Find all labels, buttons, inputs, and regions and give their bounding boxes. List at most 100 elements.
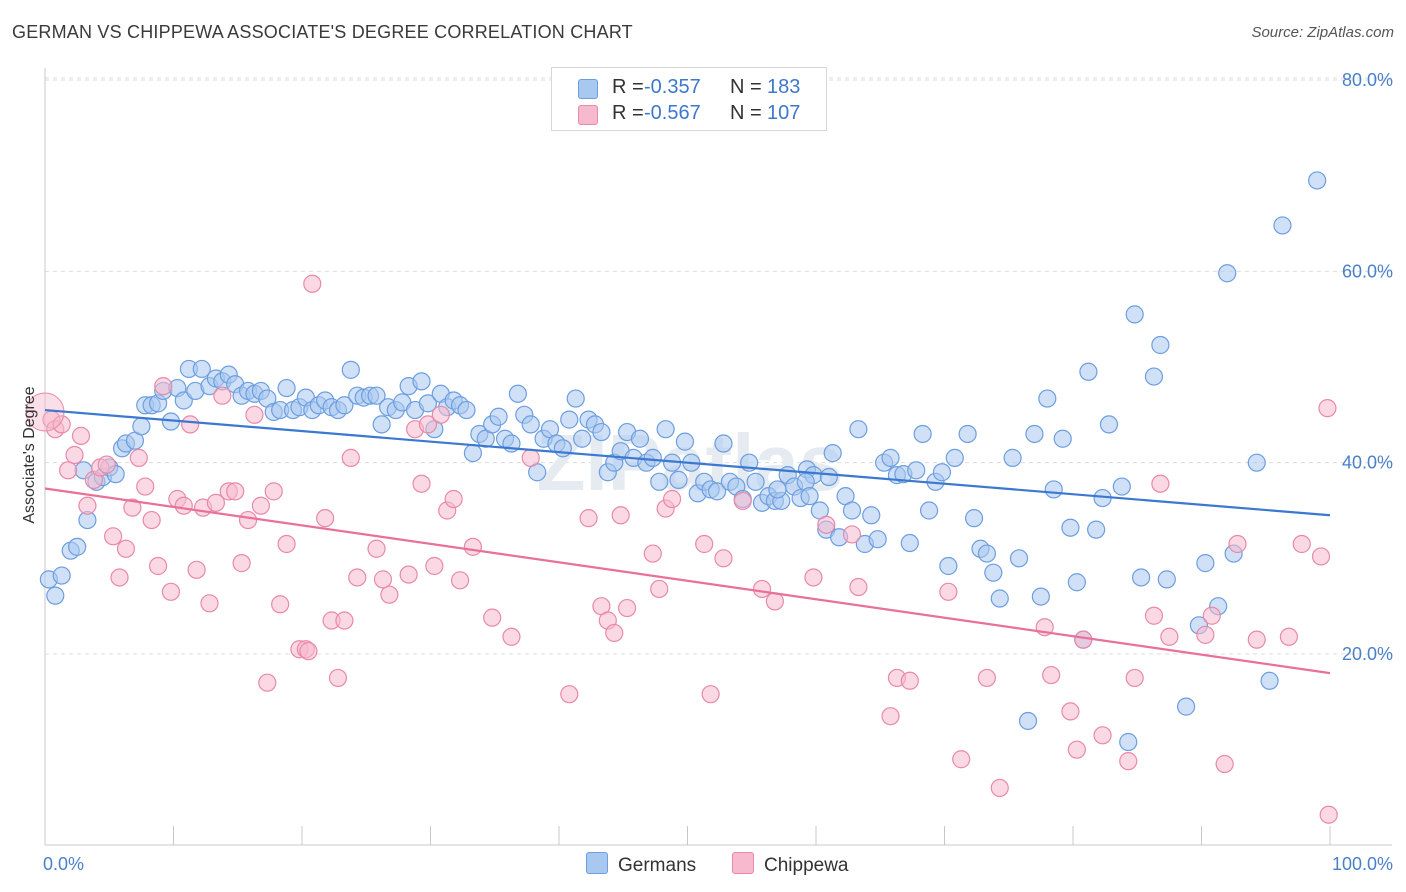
data-point — [881, 448, 900, 467]
data-point — [984, 563, 1003, 582]
data-point — [952, 750, 971, 769]
data-point — [521, 448, 540, 467]
legend-n-value: 107 — [767, 102, 801, 124]
data-point — [1319, 805, 1338, 824]
data-point — [1308, 171, 1327, 190]
data-point — [662, 489, 682, 509]
data-point — [1087, 520, 1106, 539]
data-point — [958, 424, 977, 444]
data-point — [1247, 453, 1266, 472]
data-point — [373, 570, 393, 589]
data-point — [123, 498, 142, 517]
data-point — [733, 491, 752, 511]
data-point — [104, 527, 123, 546]
data-point — [161, 582, 181, 601]
data-point — [71, 426, 91, 445]
data-point — [862, 506, 881, 525]
data-point — [187, 560, 206, 579]
data-point — [907, 461, 926, 480]
data-point — [328, 668, 348, 688]
data-point — [1125, 305, 1144, 324]
data-point — [611, 506, 630, 525]
legend-r-value: -0.567 — [644, 102, 701, 124]
data-point — [823, 444, 842, 463]
data-point — [945, 448, 964, 467]
data-point — [932, 463, 952, 482]
data-point — [425, 556, 444, 576]
y-tick-label: 20.0% — [1342, 644, 1393, 664]
data-point — [669, 470, 688, 489]
data-point — [142, 510, 161, 530]
data-point — [132, 417, 151, 436]
data-point — [258, 673, 277, 692]
data-point — [78, 496, 97, 515]
data-point — [303, 274, 322, 293]
data-point — [1176, 697, 1196, 716]
data-point — [675, 432, 695, 451]
data-point — [335, 611, 354, 630]
data-point — [868, 530, 887, 549]
data-point — [110, 568, 129, 587]
legend-row-germans: R = -0.357 N = 183 — [552, 75, 826, 101]
data-point — [348, 568, 367, 587]
data-point — [1260, 671, 1279, 690]
data-point — [1160, 627, 1179, 646]
data-point — [52, 415, 71, 434]
stats-legend: R = -0.357 N = 183 R = -0.567 N = 107 — [551, 67, 827, 131]
data-point — [618, 598, 637, 618]
data-point — [1009, 549, 1029, 568]
data-point — [341, 360, 360, 379]
data-point — [714, 434, 733, 453]
data-point — [977, 668, 997, 688]
legend-r-label: R = — [612, 102, 644, 124]
data-point — [457, 400, 476, 420]
data-point — [1228, 534, 1247, 554]
data-point — [900, 671, 919, 690]
series-germans — [39, 171, 1327, 752]
data-point — [913, 424, 932, 444]
data-point — [1196, 554, 1215, 573]
data-point — [1067, 740, 1086, 759]
series-chippewa — [25, 274, 1338, 824]
data-point — [881, 707, 900, 726]
data-point — [367, 539, 386, 558]
data-point — [245, 405, 264, 424]
data-point — [192, 359, 211, 379]
data-point — [1119, 752, 1138, 771]
trend-lines — [44, 408, 1331, 675]
data-point — [444, 489, 463, 509]
legend-label-chippewa: Chippewa — [764, 855, 849, 876]
y-tick-label: 60.0% — [1342, 261, 1393, 281]
data-point — [277, 378, 296, 398]
data-point — [502, 627, 521, 646]
data-point — [1042, 665, 1061, 685]
data-point — [1038, 389, 1057, 408]
data-point — [483, 608, 502, 627]
data-point — [181, 415, 200, 434]
data-point — [264, 482, 283, 501]
data-point — [560, 410, 579, 429]
data-point — [136, 477, 155, 496]
trend-line — [44, 408, 1331, 517]
data-point — [842, 525, 862, 544]
axes — [44, 68, 1392, 846]
data-point — [232, 554, 251, 573]
data-point — [1132, 568, 1151, 587]
data-point — [97, 455, 116, 474]
data-point — [1144, 606, 1164, 625]
x-tick-label: 100.0% — [1332, 854, 1393, 874]
data-point — [1025, 424, 1044, 444]
data-point — [521, 415, 540, 434]
y-tick-label: 40.0% — [1342, 453, 1393, 473]
data-point — [643, 448, 662, 467]
data-point — [714, 549, 733, 568]
data-point — [450, 571, 470, 590]
data-point — [765, 592, 784, 611]
legend-label-germans: Germans — [618, 855, 697, 876]
x-tick-label: 0.0% — [43, 854, 84, 874]
data-point — [65, 445, 84, 465]
data-point — [1003, 448, 1022, 467]
data-point — [1061, 518, 1080, 537]
data-point — [52, 566, 71, 585]
data-point — [367, 386, 386, 405]
